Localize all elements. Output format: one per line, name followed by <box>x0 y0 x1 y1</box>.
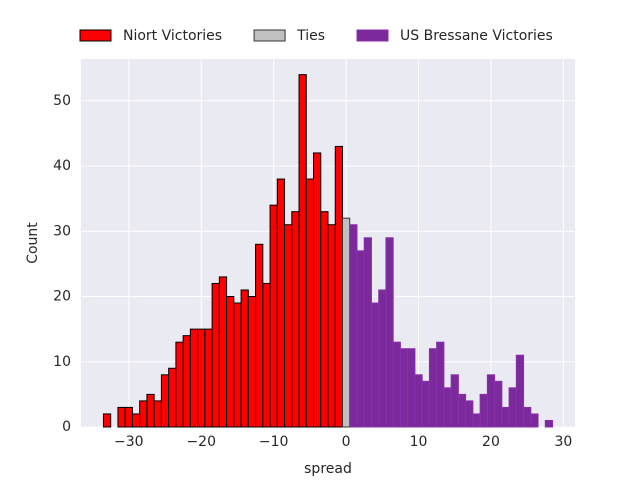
bars <box>102 74 554 428</box>
bar <box>341 217 351 428</box>
bar <box>291 211 300 428</box>
bar <box>262 282 271 428</box>
bar <box>313 152 322 428</box>
bar <box>356 250 365 428</box>
bar <box>211 282 220 428</box>
bar <box>392 341 401 428</box>
y-tick-label: 30 <box>53 223 71 239</box>
bar <box>102 413 112 428</box>
bar <box>298 74 307 428</box>
y-axis-label: Count <box>25 222 41 264</box>
bar <box>385 237 394 428</box>
bar <box>327 224 336 428</box>
bar <box>508 387 517 428</box>
bar <box>320 211 329 428</box>
bar <box>131 413 141 428</box>
bar <box>240 289 249 428</box>
legend-label: US Bressane Victories <box>400 28 553 44</box>
legend-swatch <box>356 29 389 42</box>
bar <box>117 406 126 428</box>
legend-swatch <box>253 29 286 42</box>
bar <box>284 224 293 428</box>
legend-label: Ties <box>296 28 325 44</box>
bar <box>197 328 206 428</box>
bar <box>523 406 532 428</box>
legend-swatch <box>79 29 112 42</box>
bar <box>421 380 430 428</box>
bar <box>349 224 358 428</box>
bar <box>450 374 459 428</box>
bar <box>428 348 438 428</box>
bar <box>153 400 162 428</box>
bar <box>378 289 387 428</box>
x-tick-label: 0 <box>342 434 351 450</box>
legend: Niort Victories Ties US Bressane Victories <box>79 28 553 44</box>
bar <box>370 302 380 428</box>
bar <box>399 348 409 428</box>
bar <box>544 419 554 428</box>
bar <box>247 296 257 428</box>
x-tick-label: −20 <box>186 434 216 450</box>
bar <box>457 393 467 428</box>
x-tick-label: 10 <box>410 434 428 450</box>
bar <box>168 367 177 428</box>
bar <box>218 276 228 428</box>
bar <box>443 387 452 428</box>
bar <box>305 178 315 428</box>
bar <box>204 328 213 428</box>
y-tick-label: 20 <box>53 289 71 305</box>
y-tick-label: 0 <box>62 419 71 435</box>
y-tick-label: 40 <box>53 158 71 174</box>
bar <box>479 393 488 428</box>
bar <box>124 406 133 428</box>
bar <box>175 341 184 428</box>
bar <box>363 237 372 428</box>
bar <box>160 374 170 428</box>
legend-label: Niort Victories <box>123 28 222 44</box>
bar <box>407 348 416 428</box>
bar <box>276 178 286 428</box>
bar <box>334 145 343 428</box>
x-tick-label: −10 <box>259 434 289 450</box>
bar <box>465 400 474 428</box>
bar <box>486 374 496 428</box>
bar <box>233 302 242 428</box>
bar <box>501 406 510 428</box>
bar <box>472 413 481 428</box>
y-tick-label: 10 <box>53 354 71 370</box>
bar <box>494 380 503 428</box>
x-tick-label: −30 <box>114 434 144 450</box>
bar <box>182 335 191 428</box>
y-tick-label: 50 <box>53 93 71 109</box>
bar <box>255 243 264 428</box>
bar <box>414 374 423 428</box>
bar <box>269 204 278 428</box>
bar <box>189 328 199 428</box>
bar <box>515 354 525 428</box>
bar <box>226 296 235 428</box>
bar <box>146 393 155 428</box>
x-axis-label: spread <box>304 461 352 477</box>
x-tick-label: 30 <box>554 434 572 450</box>
bar <box>139 400 148 428</box>
x-tick-label: 20 <box>482 434 500 450</box>
bar <box>436 341 445 428</box>
bar <box>530 413 539 428</box>
